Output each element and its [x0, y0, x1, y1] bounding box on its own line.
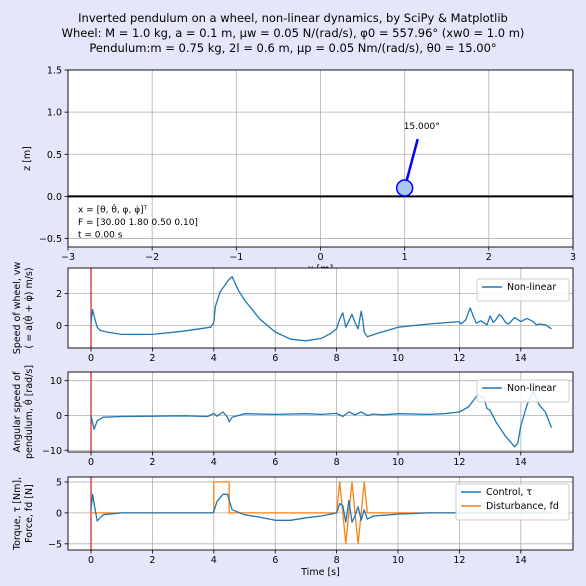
x-tick-label: 2	[149, 457, 155, 468]
x-tick-label: 0	[88, 457, 94, 468]
series-line-wheel-speed	[90, 276, 552, 342]
legend-box	[476, 379, 570, 403]
x-tick-label: 14	[515, 353, 527, 364]
state-text-line: t = 0.00 s	[78, 230, 123, 240]
x-tick-label: 4	[211, 555, 217, 566]
y-tick-label: 1.5	[47, 66, 62, 77]
legend-label: Control, τ	[486, 487, 532, 498]
legend-label: Non-linear	[507, 383, 556, 394]
y-axis-label-line1: Speed of wheel, vw	[12, 262, 23, 355]
x-tick-label: 2	[486, 252, 492, 263]
y-axis-label-line1: Torque, τ [Nm],	[12, 477, 23, 551]
series-line-pendulum-speed	[90, 390, 553, 448]
state-text-line: F = [30.00 1.80 0.50 0.10]	[78, 218, 198, 228]
x-tick-label: 0	[88, 353, 94, 364]
x-tick-label: 6	[272, 457, 278, 468]
y-tick-label: 10	[50, 376, 62, 387]
x-tick-label: 10	[392, 555, 404, 566]
x-tick-label: 4	[211, 353, 217, 364]
legend-label: Disturbance, fd	[486, 501, 559, 512]
x-tick-label: 6	[272, 555, 278, 566]
x-tick-label: 2	[149, 353, 155, 364]
y-axis-label-line2: Force, fd [N]	[24, 484, 35, 543]
plot-frame	[67, 267, 574, 349]
figure-title-line3: Pendulum:m = 0.75 kg, 2l = 0.6 m, μp = 0…	[89, 41, 496, 55]
x-tick-label: 4	[211, 457, 217, 468]
plot-frame	[67, 371, 574, 453]
y-tick-label: 1.0	[47, 108, 62, 119]
wheel	[395, 179, 414, 197]
y-axis-label: z [m]	[22, 146, 33, 171]
x-tick-label: 0	[88, 555, 94, 566]
y-axis-label-line2: pendulum, θ̇ [rad/s]	[23, 365, 35, 459]
x-tick-label: 14	[515, 457, 527, 468]
x-tick-label: 12	[453, 353, 465, 364]
legend-box	[455, 483, 570, 521]
x-tick-label: 1	[402, 252, 408, 263]
state-text-line: x = [θ, θ̇, φ, φ̇]ᵀ	[78, 204, 148, 216]
x-tick-label: −1	[229, 252, 243, 263]
x-tick-label: 14	[515, 555, 527, 566]
y-tick-label: 0.5	[47, 150, 62, 161]
x-tick-label: 8	[334, 353, 340, 364]
plot-frame	[67, 69, 574, 248]
y-tick-label: 0	[56, 321, 62, 332]
x-tick-label: 10	[392, 353, 404, 364]
y-tick-label: 5	[56, 477, 62, 488]
y-tick-label: −5	[48, 539, 62, 550]
y-tick-label: 0	[56, 508, 62, 519]
legend-label: Non-linear	[507, 282, 556, 293]
x-tick-label: 10	[392, 457, 404, 468]
y-axis-label-line2: ( = a(θ̇ + φ̇) m/s)	[23, 267, 35, 348]
plot-frame	[67, 476, 574, 551]
y-tick-label: −10	[42, 446, 62, 457]
x-tick-label: 8	[334, 457, 340, 468]
x-tick-label: 12	[453, 555, 465, 566]
x-tick-label: −3	[61, 252, 75, 263]
x-axis-label: Time [s]	[300, 567, 340, 578]
y-tick-label: 2	[56, 289, 62, 300]
y-tick-label: 0.0	[47, 192, 62, 203]
x-tick-label: 8	[334, 555, 340, 566]
x-tick-label: 0	[317, 252, 323, 263]
series-line-control	[90, 493, 552, 523]
y-tick-label: −0.5	[39, 234, 62, 245]
series-line-disturbance	[91, 481, 552, 545]
legend-box	[476, 278, 570, 302]
x-tick-label: 2	[149, 555, 155, 566]
figure-title-line2: Wheel: M = 1.0 kg, a = 0.1 m, μw = 0.05 …	[62, 26, 525, 40]
x-tick-label: −2	[145, 252, 159, 263]
x-tick-label: 12	[453, 457, 465, 468]
x-tick-label: 6	[272, 353, 278, 364]
y-tick-label: 0	[56, 411, 62, 422]
x-tick-label: 3	[570, 252, 576, 263]
y-axis-label-line1: Angular speed of	[12, 371, 23, 452]
pendulum-angle-label: 15.000°	[404, 122, 440, 132]
figure-title-line1: Inverted pendulum on a wheel, non-linear…	[78, 11, 508, 25]
